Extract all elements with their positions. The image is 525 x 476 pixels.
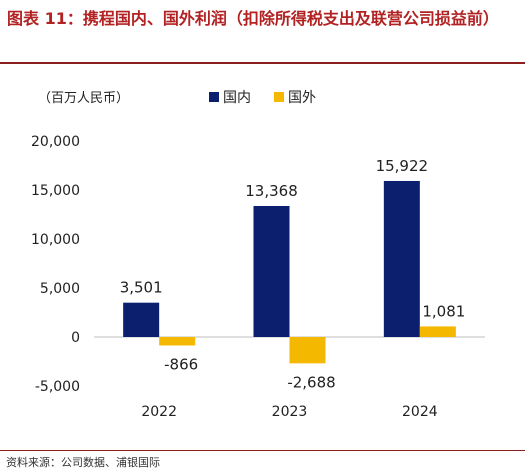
data-label-overseas-2024: 1,081 [422, 302, 465, 320]
data-label-domestic-2022: 3,501 [120, 279, 163, 297]
y-tick-label: 0 [71, 330, 80, 346]
bar-overseas-2024 [419, 326, 456, 337]
bar-domestic-2023 [253, 205, 290, 337]
title-bar: 图表 11：携程国内、国外利润（扣除所得税支出及联营公司损益前） [0, 0, 525, 64]
y-tick-label: 10,000 [31, 232, 80, 248]
data-label-overseas-2022: -866 [164, 355, 198, 373]
x-tick-label: 2022 [141, 404, 177, 420]
legend-swatch-overseas [274, 92, 284, 102]
y-tick-label: 5,000 [40, 281, 80, 297]
y-tick-label: 15,000 [31, 183, 80, 199]
x-tick-label: 2024 [402, 404, 438, 420]
y-axis: -5,000 0 5,000 10,000 15,000 20,000 [31, 134, 485, 395]
legend-swatch-domestic [209, 92, 219, 102]
legend-label-domestic: 国内 [223, 90, 251, 106]
data-label-domestic-2023: 13,368 [245, 182, 298, 200]
bar-overseas-2022 [159, 337, 196, 346]
chart-title: 图表 11：携程国内、国外利润（扣除所得税支出及联营公司损益前） [7, 9, 499, 28]
bar-domestic-2022 [123, 302, 160, 337]
data-label-overseas-2023: -2,688 [287, 373, 335, 391]
bars [123, 180, 456, 364]
x-tick-label: 2023 [272, 404, 308, 420]
data-label-domestic-2024: 15,922 [376, 157, 429, 175]
x-axis: 2022 2023 2024 [141, 404, 437, 420]
source-note: 资料来源：公司数据、浦银国际 [6, 456, 160, 469]
bar-domestic-2024 [383, 180, 420, 337]
legend-label-overseas: 国外 [288, 90, 316, 106]
bar-chart: （百万人民币） 国内 国外 -5,000 0 5,000 10,000 15,000 20… [31, 90, 485, 420]
data-labels: 3,501 -866 13,368 -2,688 15,922 1,081 [120, 157, 466, 391]
y-tick-label: -5,000 [35, 379, 80, 395]
y-tick-label: 20,000 [31, 134, 80, 150]
bar-overseas-2023 [289, 337, 326, 364]
footer-divider [0, 450, 525, 451]
unit-label: （百万人民币） [38, 91, 129, 106]
